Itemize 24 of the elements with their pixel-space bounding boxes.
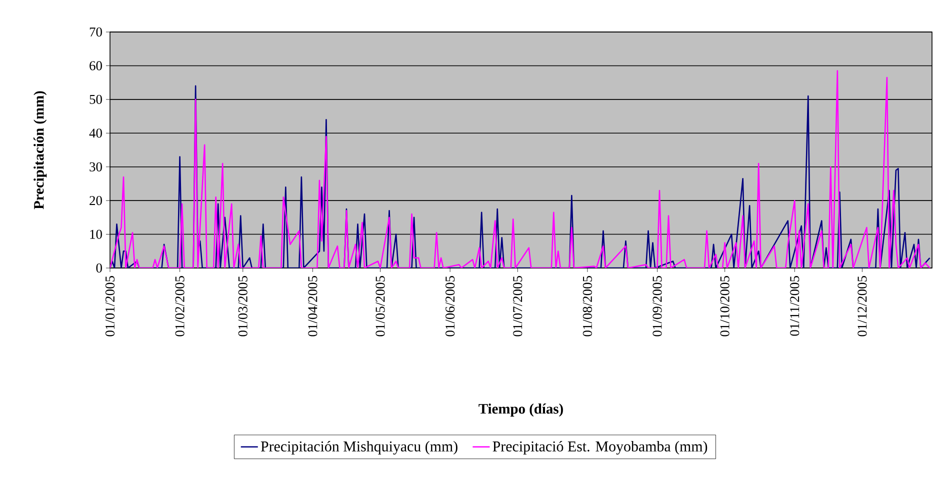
y-tick-label: 20 xyxy=(90,196,102,206)
x-tick-label: 01/11/2005 xyxy=(790,276,800,336)
legend-label: Precipitació Est. Moyobamba (mm) xyxy=(492,440,708,455)
legend-label: Precipitación Mishquiyacu (mm) xyxy=(260,440,458,455)
x-tick-label: 01/01/2005 xyxy=(105,276,115,336)
x-tick-label: 01/12/2005 xyxy=(858,276,867,336)
x-tick-label: 01/06/2005 xyxy=(446,276,455,336)
x-tick-label: 01/09/2005 xyxy=(652,276,662,336)
x-tick-label: 01/05/2005 xyxy=(376,276,385,336)
y-tick-label: 70 xyxy=(90,27,102,37)
x-tick-label: 01/04/2005 xyxy=(308,276,318,336)
y-tick-label: 10 xyxy=(90,230,102,239)
y-tick-label: 60 xyxy=(90,61,102,70)
y-axis-title: Precipitación (mm) xyxy=(34,91,47,210)
x-tick-label: 01/10/2005 xyxy=(720,276,730,336)
x-tick-label: 01/08/2005 xyxy=(582,276,592,336)
x-tick-label: 01/03/2005 xyxy=(238,276,248,336)
x-tick-label: 01/02/2005 xyxy=(175,276,184,336)
y-tick-label: 50 xyxy=(90,94,102,104)
y-tick-label: 40 xyxy=(89,128,102,138)
y-tick-label: 0 xyxy=(96,263,102,273)
y-tick-label: 30 xyxy=(90,162,102,172)
x-axis-title: Tiempo (días) xyxy=(478,404,563,417)
x-tick-label: 01/07/2005 xyxy=(513,276,522,336)
